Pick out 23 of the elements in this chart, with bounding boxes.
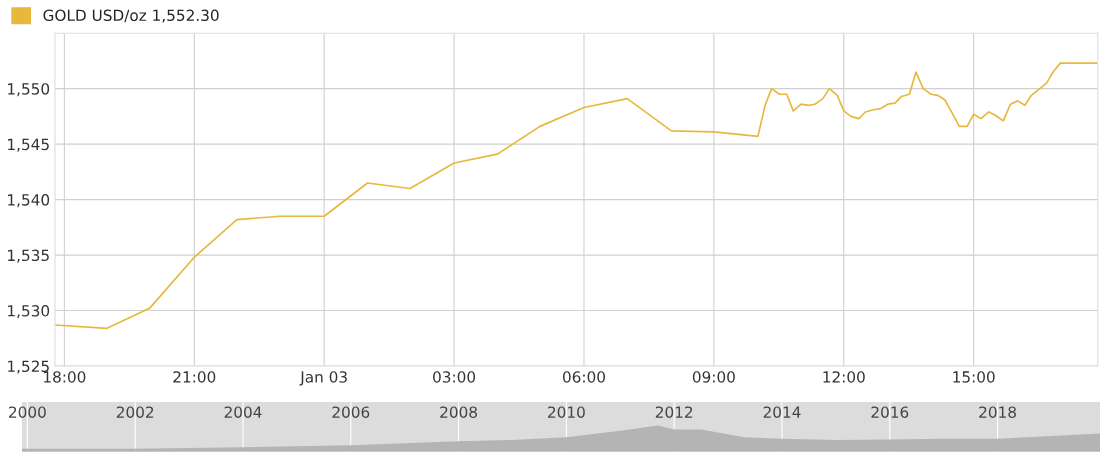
- y-tick-label: 1,550: [8, 83, 50, 97]
- x-tick-label: 2012: [655, 406, 693, 418]
- x-tick-label: 21:00: [173, 371, 216, 383]
- x-tick-label: 06:00: [562, 371, 605, 383]
- x-tick-label: 2014: [763, 406, 801, 418]
- legend-label: GOLD USD/oz 1,552.30: [43, 9, 219, 23]
- x-tick-label: 2008: [440, 406, 477, 418]
- x-tick-label: 03:00: [433, 371, 476, 383]
- x-tick-label: 2018: [979, 406, 1016, 418]
- x-tick-label: 2006: [332, 406, 370, 418]
- x-tick-label: 2010: [548, 406, 585, 418]
- x-tick-label: 2004: [224, 406, 262, 418]
- x-tick-label: 09:00: [692, 371, 735, 383]
- x-tick-label: 2016: [871, 406, 909, 418]
- y-tick-label: 1,535: [8, 249, 49, 263]
- y-tick-label: 1,545: [8, 138, 49, 152]
- x-tick-label: Jan 03: [299, 371, 347, 386]
- x-tick-label: 2000: [9, 406, 46, 418]
- y-tick-label: 1,530: [8, 305, 50, 319]
- x-tick-label: 12:00: [823, 371, 865, 383]
- x-tick-label: 2002: [116, 406, 154, 418]
- x-tick-label: 15:00: [953, 371, 995, 383]
- y-tick-label: 1,540: [8, 194, 50, 208]
